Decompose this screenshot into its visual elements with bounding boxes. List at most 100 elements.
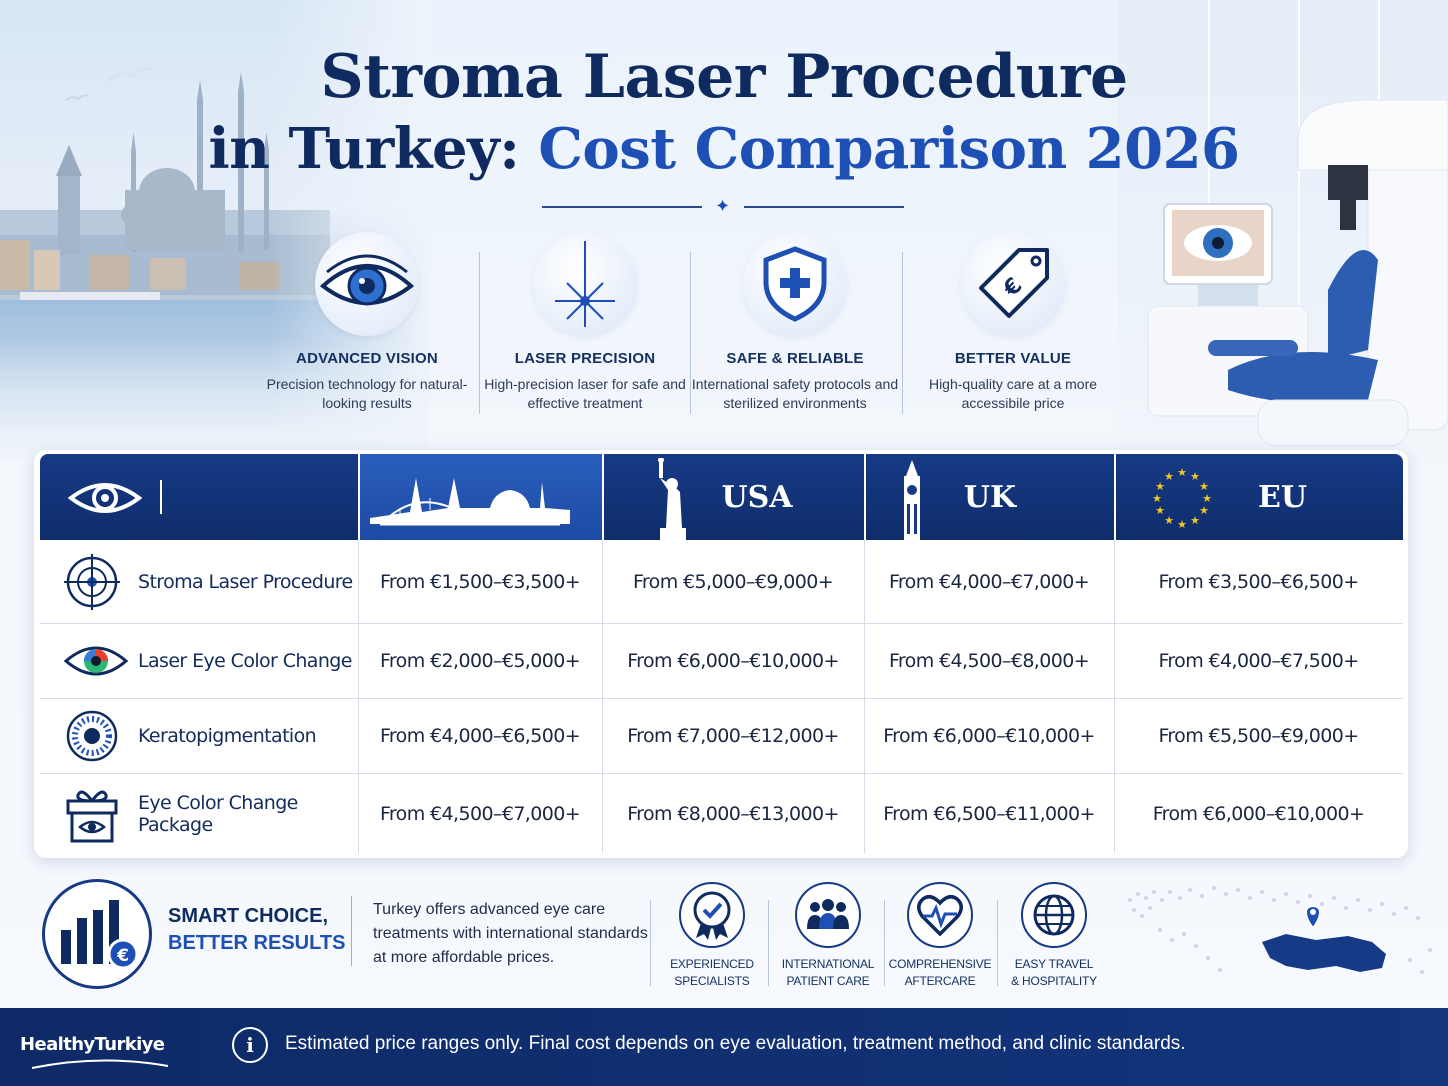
dotted-iris-icon bbox=[66, 710, 118, 762]
feature-divider bbox=[902, 252, 903, 414]
smart-choice-title: SMART CHOICE, BETTER RESULTS bbox=[168, 903, 345, 957]
price-uk: From €4,000–€7,000+ bbox=[888, 570, 1090, 593]
color-iris-icon bbox=[64, 646, 128, 676]
eye-icon bbox=[68, 483, 142, 513]
table-header: USA UK ★ ★ ★ ★ ★ ★ ★ ★ ★ ★ ★ ★ EU bbox=[40, 454, 1403, 540]
svg-text:★: ★ bbox=[1177, 466, 1187, 479]
badge-label-line-2: & HOSPITALITY bbox=[1011, 974, 1097, 988]
price-eu: From €5,500–€9,000+ bbox=[1158, 725, 1359, 747]
statue-of-liberty-icon bbox=[658, 458, 686, 540]
badge-international-patient-care: INTERNATIONAL PATIENT CARE bbox=[766, 882, 890, 990]
svg-text:★: ★ bbox=[1202, 492, 1212, 505]
badge-label-line-1: COMPREHENSIVE bbox=[888, 957, 992, 971]
header-uk: UK bbox=[866, 454, 1114, 540]
info-icon: i bbox=[232, 1027, 268, 1063]
istanbul-backdrop bbox=[0, 0, 430, 460]
price-turkey: From €4,000–€6,500+ bbox=[379, 725, 581, 747]
header-eu-label: EU bbox=[1257, 479, 1308, 515]
badge-label: EXPERIENCED SPECIALISTS bbox=[650, 956, 774, 990]
title-divider: ✦ bbox=[542, 197, 904, 215]
feature-advanced-vision: ADVANCED VISION Precision technology for… bbox=[262, 232, 472, 413]
svg-text:★: ★ bbox=[1190, 514, 1200, 527]
price-usa: From €7,000–€12,000+ bbox=[627, 725, 839, 747]
row-label-text: Keratopigmentation bbox=[138, 725, 317, 747]
svg-text:★: ★ bbox=[1155, 480, 1165, 493]
header-eu: ★ ★ ★ ★ ★ ★ ★ ★ ★ ★ ★ ★ EU bbox=[1116, 454, 1403, 540]
footer-disclaimer: Estimated price ranges only. Final cost … bbox=[285, 1033, 1186, 1054]
table-row: Laser Eye Color Change From €2,000–€5,00… bbox=[40, 624, 1403, 699]
eu-stars-icon: ★ ★★ ★★★ ★★★ ★★★ bbox=[1152, 466, 1212, 530]
smart-divider bbox=[351, 896, 352, 966]
svg-text:★: ★ bbox=[1164, 514, 1174, 527]
smart-choice-line-1: SMART CHOICE, bbox=[168, 905, 328, 927]
row-label-text: Stroma Laser Procedure bbox=[138, 570, 353, 593]
feature-safe-reliable: SAFE & RELIABLE International safety pro… bbox=[690, 232, 900, 413]
eye-icon bbox=[315, 232, 419, 336]
svg-text:€: € bbox=[116, 946, 129, 966]
badge-label-line-2: AFTERCARE bbox=[904, 974, 976, 988]
badge-experienced-specialists: EXPERIENCED SPECIALISTS bbox=[650, 882, 774, 990]
header-uk-label: UK bbox=[963, 479, 1017, 515]
svg-text:★: ★ bbox=[1199, 504, 1209, 517]
svg-text:★: ★ bbox=[1164, 470, 1174, 483]
feature-laser-precision: LASER PRECISION High-precision laser for… bbox=[480, 232, 690, 413]
title-prefix: in Turkey: bbox=[208, 116, 539, 182]
badge-comprehensive-aftercare: COMPREHENSIVE AFTERCARE bbox=[878, 882, 1002, 990]
istanbul-skyline-icon bbox=[370, 478, 570, 526]
shield-icon bbox=[743, 232, 847, 336]
feature-title: ADVANCED VISION bbox=[296, 350, 438, 367]
badge-label-line-2: PATIENT CARE bbox=[786, 974, 870, 988]
header-divider bbox=[160, 480, 162, 514]
price-usa: From €6,000–€10,000+ bbox=[627, 650, 839, 672]
laser-icon bbox=[533, 232, 637, 336]
title-line-1: Stroma Laser Procedure bbox=[320, 42, 1128, 112]
svg-text:★: ★ bbox=[1155, 504, 1165, 517]
badge-easy-travel: EASY TRAVEL & HOSPITALITY bbox=[992, 882, 1116, 990]
header-procedure-cell bbox=[40, 454, 358, 540]
table-row: Eye Color Change Package From €4,500–€7,… bbox=[40, 774, 1403, 853]
header-turkey bbox=[360, 454, 602, 540]
price-tag-euro-icon: € bbox=[961, 232, 1065, 336]
gift-box-eye-icon bbox=[66, 790, 118, 842]
feature-divider bbox=[479, 252, 480, 414]
globe-icon bbox=[1021, 882, 1087, 948]
target-eye-icon bbox=[64, 553, 120, 610]
feature-title: LASER PRECISION bbox=[514, 350, 656, 367]
row-label: Laser Eye Color Change bbox=[40, 624, 358, 698]
price-uk: From €6,500–€11,000+ bbox=[883, 802, 1095, 825]
big-ben-icon bbox=[904, 460, 920, 540]
price-turkey: From €4,500–€7,000+ bbox=[379, 802, 581, 825]
people-group-icon bbox=[795, 882, 861, 948]
title-line-2: in Turkey: Cost Comparison 2026 bbox=[0, 114, 1448, 184]
turkey-map bbox=[1110, 870, 1448, 1005]
price-uk: From €6,000–€10,000+ bbox=[883, 725, 1095, 747]
smart-choice-line-2: BETTER RESULTS bbox=[168, 932, 346, 954]
feature-description: High-precision laser for safe and effect… bbox=[484, 376, 686, 411]
smart-choice-description: Turkey offers advanced eye care treatmen… bbox=[373, 901, 648, 966]
feature-description: International safety protocols and steri… bbox=[691, 376, 899, 411]
feature-better-value: € BETTER VALUE High-quality care at a mo… bbox=[908, 232, 1118, 413]
feature-description: High-quality care at a more accessibile … bbox=[928, 376, 1098, 411]
badge-label: COMPREHENSIVE AFTERCARE bbox=[878, 956, 1002, 990]
price-turkey: From €1,500–€3,500+ bbox=[379, 570, 581, 593]
bar-chart-euro-icon: € bbox=[42, 879, 152, 989]
badge-label: EASY TRAVEL & HOSPITALITY bbox=[992, 956, 1116, 990]
row-label-text: Laser Eye Color Change bbox=[138, 650, 352, 672]
price-eu: From €3,500–€6,500+ bbox=[1158, 570, 1359, 593]
svg-text:★: ★ bbox=[1199, 480, 1209, 493]
feature-title: BETTER VALUE bbox=[954, 350, 1072, 367]
feature-divider bbox=[690, 252, 691, 414]
brand-logo: HealthyTurkiye bbox=[20, 1034, 165, 1055]
row-label: Stroma Laser Procedure bbox=[40, 540, 358, 623]
header-usa-label: USA bbox=[721, 479, 793, 515]
table-row: Keratopigmentation From €4,000–€6,500+ F… bbox=[40, 699, 1403, 774]
feature-description: Precision technology for natural-looking… bbox=[266, 376, 468, 411]
header-usa: USA bbox=[604, 454, 864, 540]
badge-label-line-2: SPECIALISTS bbox=[674, 974, 750, 988]
sparkle-icon: ✦ bbox=[715, 196, 731, 216]
price-comparison-table: USA UK ★ ★ ★ ★ ★ ★ ★ ★ ★ ★ ★ ★ EU bbox=[34, 450, 1408, 858]
price-usa: From €5,000–€9,000+ bbox=[632, 570, 834, 593]
svg-text:★: ★ bbox=[1152, 492, 1162, 505]
table-row: Stroma Laser Procedure From €1,500–€3,50… bbox=[40, 540, 1403, 624]
price-usa: From €8,000–€13,000+ bbox=[627, 802, 839, 825]
